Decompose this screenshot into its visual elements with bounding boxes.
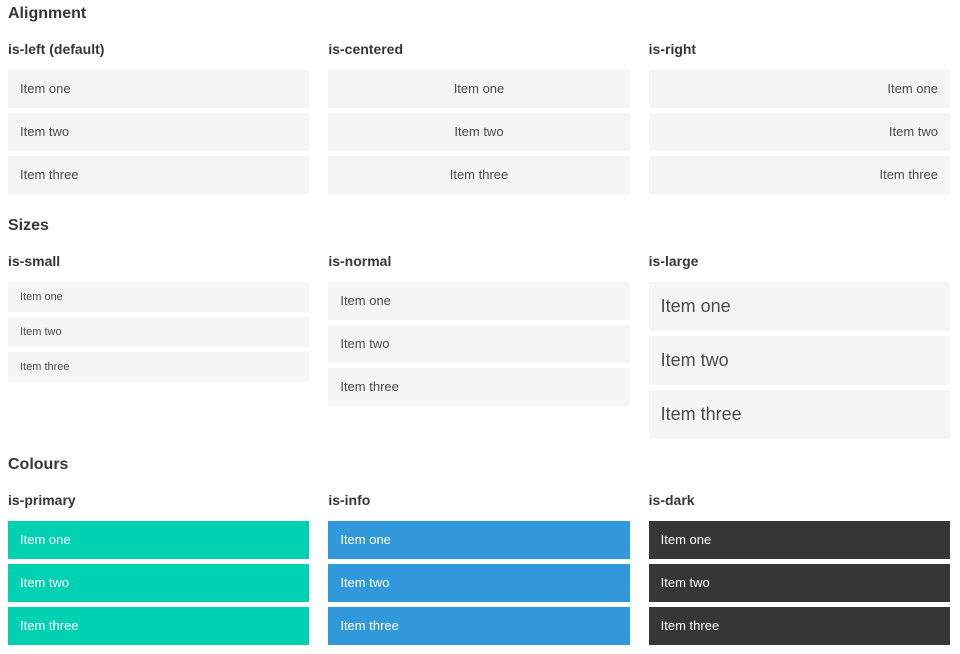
list-item: Item two <box>648 336 950 385</box>
list-item: Item one <box>328 282 630 320</box>
column-heading: is-centered <box>328 41 404 57</box>
list-item: Item one <box>648 521 950 559</box>
column-is-left-default: is-left (default) Item one Item two Item… <box>8 24 310 194</box>
column-heading: is-right <box>648 41 697 57</box>
column-is-right: is-right Item one Item two Item three <box>648 24 950 194</box>
list-item: Item three <box>8 607 310 645</box>
list-item: Item two <box>328 113 630 151</box>
list-item: Item two <box>648 564 950 602</box>
colours-columns: is-primary Item one Item two Item three … <box>8 475 950 645</box>
list-item: Item three <box>328 607 630 645</box>
list-group-right: Item one Item two Item three <box>648 70 950 194</box>
column-is-normal: is-normal Item one Item two Item three <box>328 236 630 439</box>
section-title: Colours <box>8 456 69 473</box>
list-item: Item two <box>8 113 310 151</box>
list-group-large: Item one Item two Item three <box>648 282 950 439</box>
list-item: Item three <box>8 156 310 194</box>
list-group-centered: Item one Item two Item three <box>328 70 630 194</box>
list-item: Item one <box>648 282 950 331</box>
list-item: Item two <box>328 325 630 363</box>
list-group-info: Item one Item two Item three <box>328 521 630 645</box>
list-item: Item one <box>328 521 630 559</box>
column-heading: is-primary <box>8 492 76 508</box>
column-is-large: is-large Item one Item two Item three <box>648 236 950 439</box>
alignment-columns: is-left (default) Item one Item two Item… <box>8 24 950 194</box>
column-is-dark: is-dark Item one Item two Item three <box>648 475 950 645</box>
list-group-small: Item one Item two Item three <box>8 282 310 382</box>
list-item: Item two <box>8 317 310 347</box>
column-heading: is-left (default) <box>8 41 105 57</box>
section-title: Sizes <box>8 217 49 234</box>
list-item: Item three <box>328 156 630 194</box>
list-item: Item three <box>648 607 950 645</box>
column-is-small: is-small Item one Item two Item three <box>8 236 310 439</box>
column-heading: is-dark <box>648 492 695 508</box>
list-group-normal: Item one Item two Item three <box>328 282 630 406</box>
column-heading: is-info <box>328 492 371 508</box>
list-group-left: Item one Item two Item three <box>8 70 310 194</box>
list-item: Item three <box>648 156 950 194</box>
list-item: Item two <box>648 113 950 151</box>
list-group-primary: Item one Item two Item three <box>8 521 310 645</box>
section-colours: Colours is-primary Item one Item two Ite… <box>8 455 950 645</box>
list-item: Item three <box>328 368 630 406</box>
column-heading: is-large <box>648 253 699 269</box>
list-item: Item one <box>648 70 950 108</box>
list-item: Item one <box>8 70 310 108</box>
column-is-primary: is-primary Item one Item two Item three <box>8 475 310 645</box>
section-title: Alignment <box>8 5 87 22</box>
column-is-info: is-info Item one Item two Item three <box>328 475 630 645</box>
list-group-dark: Item one Item two Item three <box>648 521 950 645</box>
list-item: Item one <box>328 70 630 108</box>
list-item: Item one <box>8 282 310 312</box>
section-sizes: Sizes is-small Item one Item two Item th… <box>8 216 950 439</box>
column-is-centered: is-centered Item one Item two Item three <box>328 24 630 194</box>
column-heading: is-normal <box>328 253 392 269</box>
sizes-columns: is-small Item one Item two Item three is… <box>8 236 950 439</box>
list-item: Item one <box>8 521 310 559</box>
list-item: Item two <box>328 564 630 602</box>
section-alignment: Alignment is-left (default) Item one Ite… <box>8 4 950 194</box>
list-item: Item two <box>8 564 310 602</box>
list-item: Item three <box>8 352 310 382</box>
column-heading: is-small <box>8 253 61 269</box>
list-item: Item three <box>648 390 950 439</box>
